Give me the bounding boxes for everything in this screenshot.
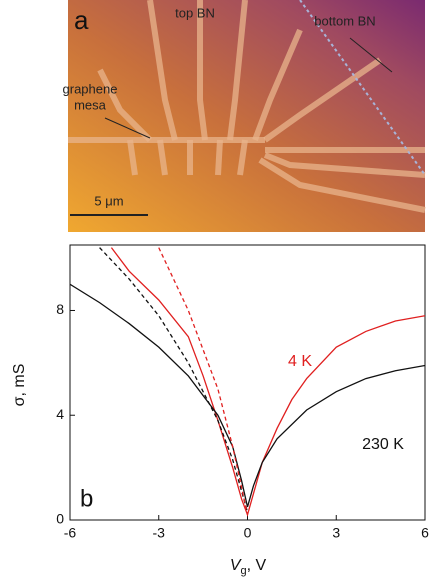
- line: [110, 247, 425, 517]
- line: [70, 283, 425, 508]
- micrograph: a top BN bottom BN graphene mesa 5 μm: [63, 0, 426, 232]
- x-axis-label-part: V: [230, 557, 242, 574]
- y-axis-label: σ, mS: [11, 364, 28, 407]
- label: bottom BN: [314, 13, 375, 28]
- label: top BN: [175, 5, 215, 20]
- x-tick-label: 6: [421, 525, 429, 541]
- panel-letter: a: [74, 5, 89, 35]
- chart: b σ, mS Vg, V -6 -3 0 3 6 0 4 8 4 K 230 K: [11, 244, 429, 577]
- panel-letter: b: [80, 485, 93, 512]
- scale-label: 5 μm: [94, 193, 123, 208]
- x-axis-label: Vg, V: [230, 557, 267, 577]
- curves: [70, 247, 425, 517]
- x-tick-label: 0: [244, 525, 252, 541]
- pointer: [349, 37, 393, 73]
- y-tick-label: 0: [56, 511, 64, 527]
- label: mesa: [74, 97, 107, 112]
- pointer: [104, 117, 151, 139]
- x-tick-label: -6: [64, 525, 77, 541]
- x-tick-label: -3: [153, 525, 166, 541]
- electrodes: [68, 0, 426, 213]
- line: [99, 247, 249, 513]
- series-label: 4 K: [288, 353, 312, 370]
- series-label: 230 K: [362, 436, 404, 453]
- x-axis-label-part: g: [240, 565, 246, 577]
- label: graphene: [63, 81, 118, 96]
- plot-frame: [69, 244, 426, 521]
- y-tick-label: 4: [56, 406, 64, 422]
- y-tick-label: 8: [56, 301, 64, 317]
- x-axis-label-part: , V: [247, 557, 267, 574]
- x-tick-label: 3: [332, 525, 340, 541]
